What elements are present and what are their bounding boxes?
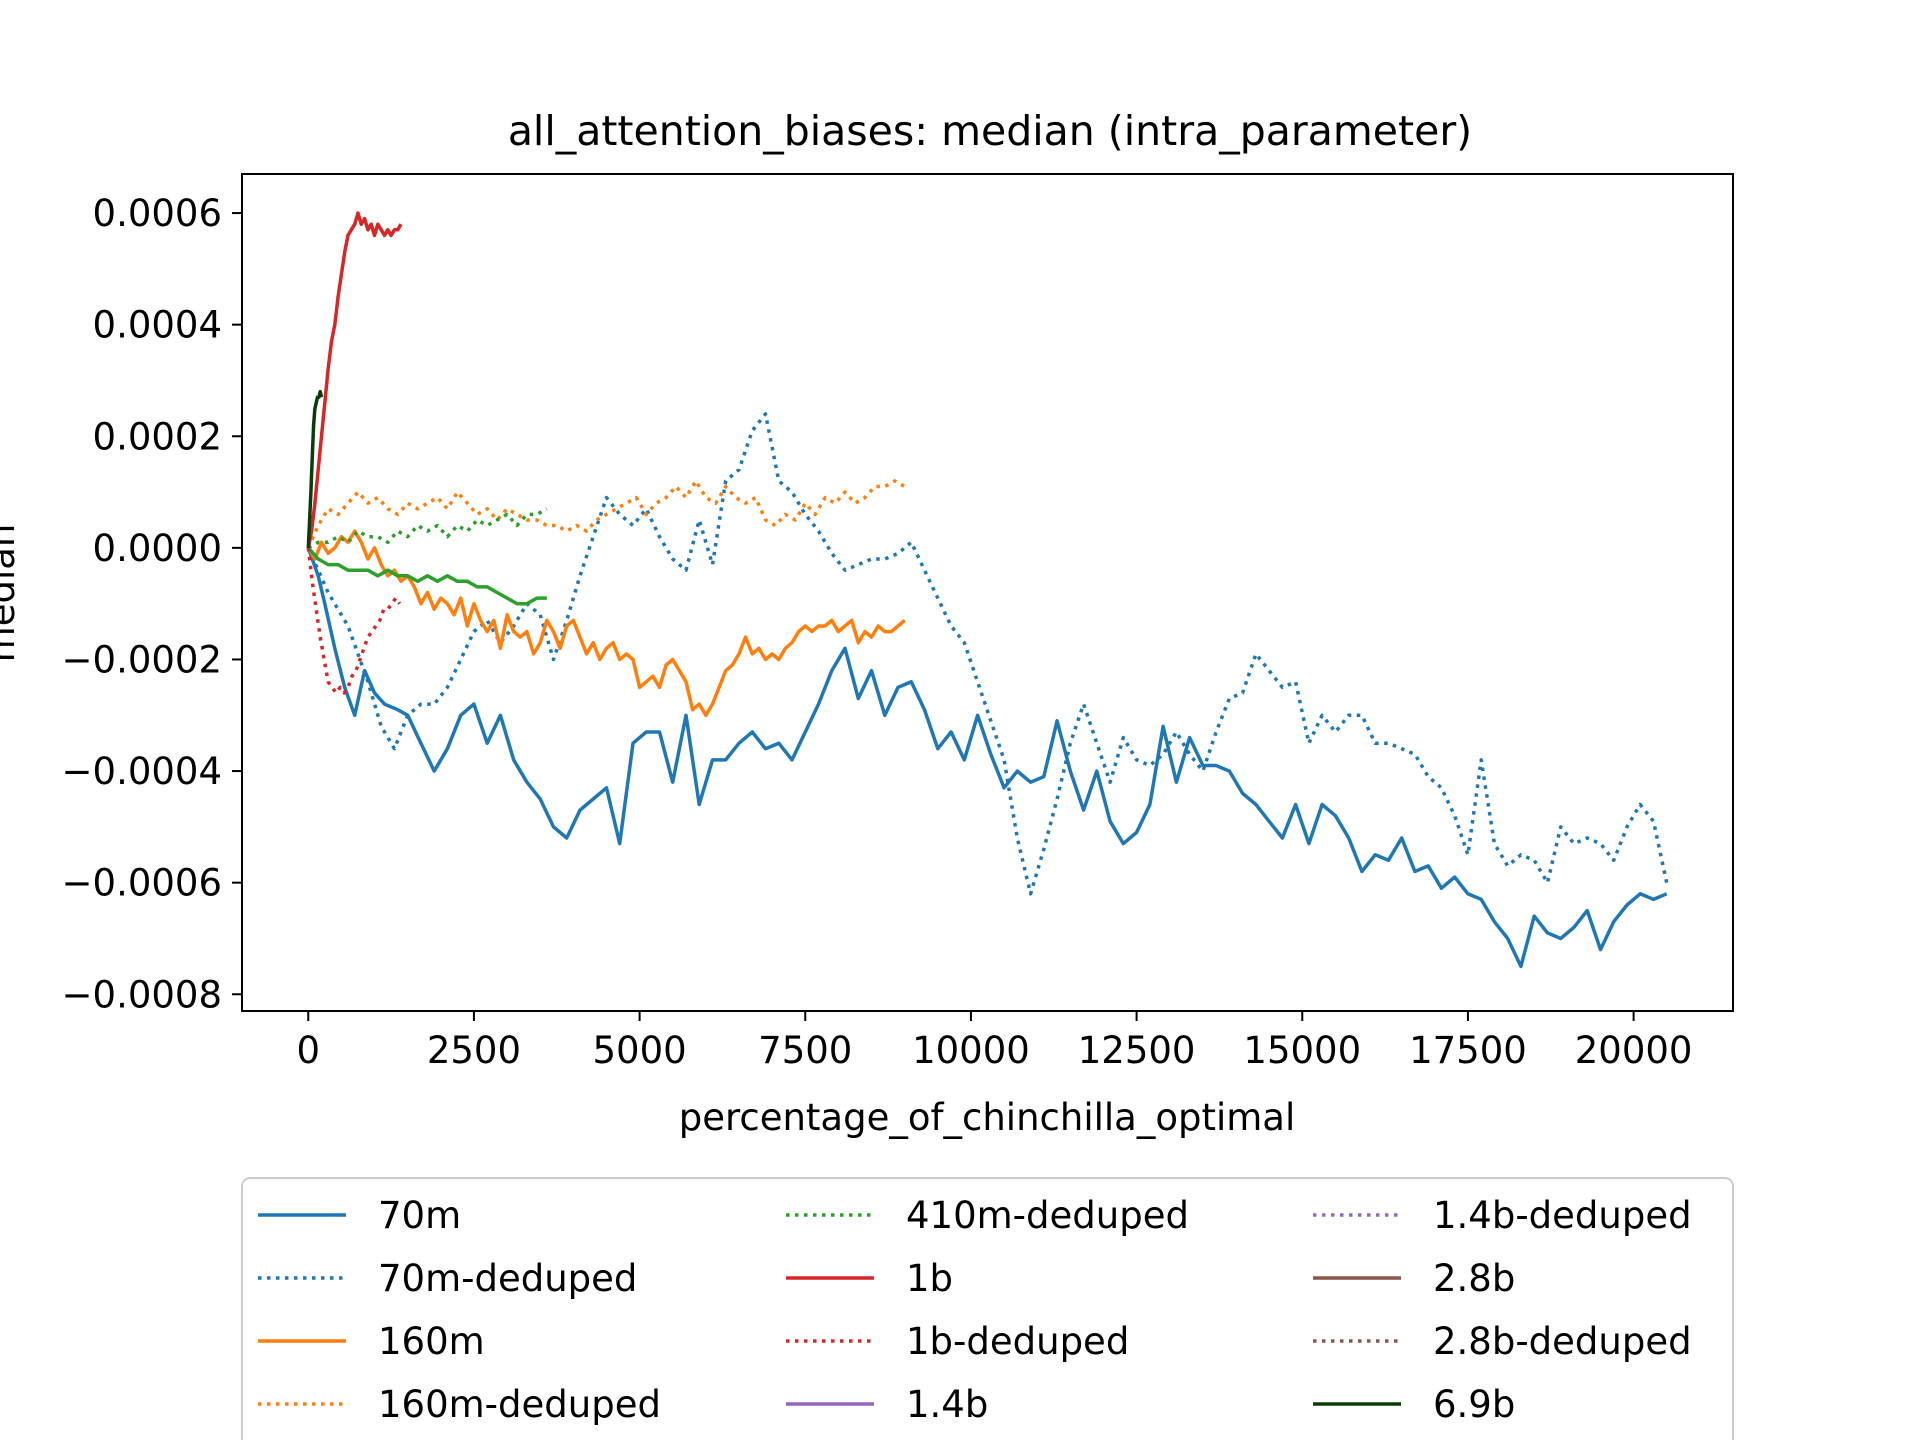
y-tick-label: −0.0004: [62, 750, 222, 793]
series-line-70m-deduped: [306, 412, 1669, 896]
y-axis: 0.0006 0.0004 0.0002 0.0000 −0.0002 −0.0004 −0…: [62, 192, 242, 1016]
series-line-1b-deduped: [306, 547, 402, 695]
x-tick-label: 2500: [427, 1029, 521, 1072]
legend-label: 6.9b: [1433, 1383, 1515, 1426]
y-tick-label: 0.0000: [93, 527, 222, 570]
y-tick-label: 0.0006: [93, 192, 222, 235]
x-tick-label: 20000: [1575, 1029, 1693, 1072]
legend-label: 1.4b-deduped: [1433, 1194, 1692, 1237]
legend-frame: [241, 1177, 1734, 1440]
legend-label: 70m: [378, 1194, 461, 1237]
legend-entries: 70m 70m-deduped 160m 160m-deduped 410m-dedup…: [258, 1194, 1692, 1426]
legend: 70m 70m-deduped 160m 160m-deduped 410m-dedup…: [241, 1177, 1734, 1440]
x-tick-label: 7500: [758, 1029, 852, 1072]
series-layer: [306, 211, 1669, 969]
legend-label: 1.4b: [906, 1383, 988, 1426]
series-line-70m: [306, 547, 1668, 969]
y-tick-label: 0.0002: [93, 415, 222, 458]
y-tick-label: −0.0002: [62, 638, 222, 681]
legend-label: 2.8b-deduped: [1433, 1320, 1692, 1363]
y-tick-label: −0.0008: [62, 973, 222, 1016]
legend-label: 2.8b: [1433, 1257, 1515, 1300]
x-tick-label: 12500: [1078, 1029, 1196, 1072]
x-axis: 0 2500 5000 7500 10000 12500 15000 17500 20000: [296, 1011, 1692, 1072]
x-tick-label: 17500: [1409, 1029, 1527, 1072]
series-line-160m-deduped: [306, 479, 906, 549]
series-line-1b: [306, 211, 403, 549]
series-line-410m-deduped: [307, 507, 548, 550]
chart-title: all_attention_biases: median (intra_para…: [508, 107, 1472, 155]
x-tick-label: 5000: [593, 1029, 687, 1072]
legend-label: 160m-deduped: [378, 1383, 661, 1426]
x-axis-label: percentage_of_chinchilla_optimal: [679, 1096, 1296, 1139]
series-line-410m: [306, 546, 547, 606]
y-axis-label: median: [0, 524, 23, 663]
legend-label: 1b: [906, 1257, 953, 1300]
plot-area-frame: [241, 173, 1734, 1012]
legend-label: 1b-deduped: [906, 1320, 1129, 1363]
x-tick-label: 0: [296, 1029, 320, 1072]
legend-label: 70m-deduped: [378, 1257, 637, 1300]
y-tick-label: −0.0006: [62, 862, 222, 905]
x-tick-label: 10000: [912, 1029, 1030, 1072]
legend-label: 160m: [378, 1320, 485, 1363]
legend-label: 410m-deduped: [906, 1194, 1189, 1237]
series-line-6-9b: [306, 389, 324, 548]
y-tick-label: 0.0004: [93, 304, 222, 347]
x-tick-label: 15000: [1243, 1029, 1361, 1072]
